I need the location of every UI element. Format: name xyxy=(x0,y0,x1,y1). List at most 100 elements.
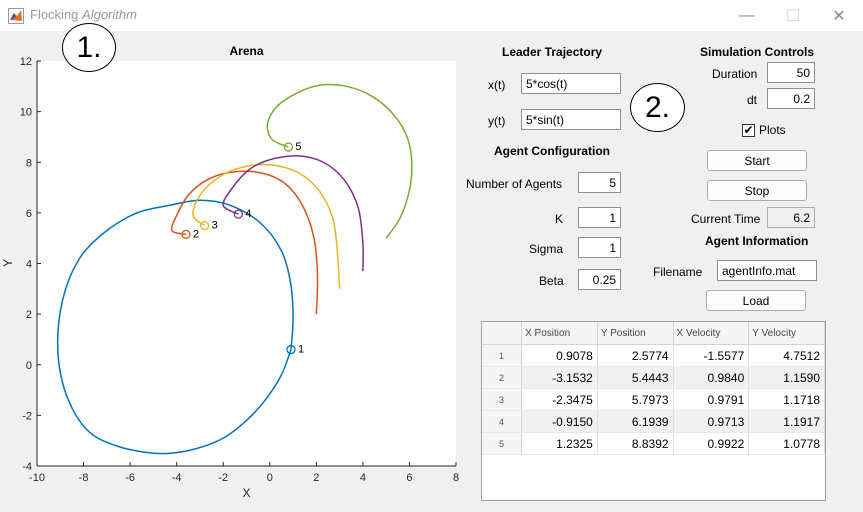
x-tick-label: -2 xyxy=(218,472,228,484)
sigma-label: Sigma xyxy=(529,242,564,256)
table-row[interactable]: 3 -2.3475 5.7973 0.9791 1.1718 xyxy=(482,388,825,411)
table-cell[interactable]: 0.9078 xyxy=(521,344,598,367)
column-header[interactable]: X Velocity xyxy=(673,322,750,345)
y-axis-label: Y xyxy=(1,259,15,267)
table-cell[interactable]: 0.9791 xyxy=(673,388,750,411)
corner-cell xyxy=(482,322,523,345)
agent-label-1: 1 xyxy=(298,344,304,356)
close-button[interactable]: ✕ xyxy=(816,0,862,31)
agent-table-grid: X Position Y Position X Velocity Y Veloc… xyxy=(482,322,825,455)
agent-marker-2 xyxy=(181,229,191,240)
y-tick-label: 0 xyxy=(26,360,32,372)
leader-trajectory-header: Leader Trajectory xyxy=(502,45,603,59)
agent-marker-5 xyxy=(283,142,294,152)
table-cell[interactable]: -0.9150 xyxy=(521,410,598,433)
column-header[interactable]: Y Velocity xyxy=(748,322,825,345)
table-cell[interactable]: 0.9840 xyxy=(673,366,750,389)
agent-label-3: 3 xyxy=(212,220,218,232)
x-tick-label: -8 xyxy=(79,472,89,484)
series-layer: 1 2 3 4 5 xyxy=(56,83,413,455)
table-cell[interactable]: 1.1718 xyxy=(748,388,825,411)
y-tick-label: -2 xyxy=(22,410,32,422)
yt-input[interactable] xyxy=(521,109,621,130)
table-cell[interactable]: 5.4443 xyxy=(597,366,674,389)
table-cell[interactable]: -3.1532 xyxy=(521,366,598,389)
table-cell[interactable]: 1.1590 xyxy=(748,366,825,389)
agent-label-5: 5 xyxy=(295,141,301,153)
close-icon: ✕ xyxy=(832,7,846,25)
table-cell[interactable]: 0.9922 xyxy=(673,432,750,455)
minimize-button[interactable]: — xyxy=(724,0,770,31)
minimize-icon: — xyxy=(739,6,755,24)
table-cell[interactable]: 0.9713 xyxy=(673,410,750,433)
table-row[interactable]: 5 1.2325 8.8392 0.9922 1.0778 xyxy=(482,432,825,455)
agent-label-2: 2 xyxy=(193,228,199,240)
maximize-button[interactable]: ☐ xyxy=(770,0,816,31)
table-row[interactable]: 4 -0.9150 6.1939 0.9713 1.1917 xyxy=(482,410,825,433)
plot-area xyxy=(37,61,456,466)
current-time-field xyxy=(767,207,815,228)
column-header[interactable]: Y Position xyxy=(597,322,674,345)
agent-table[interactable]: X Position Y Position X Velocity Y Veloc… xyxy=(481,321,826,501)
x-tick-label: 4 xyxy=(360,472,366,484)
agent-marker-1 xyxy=(286,344,296,355)
yt-label: y(t) xyxy=(488,114,506,128)
title-bar: Flocking Algorithm — ☐ ✕ xyxy=(0,0,863,31)
agent-marker-4 xyxy=(233,209,244,219)
chart-title: Arena xyxy=(229,44,263,58)
table-cell[interactable]: 2.5774 xyxy=(597,344,674,367)
y-tick-label: 4 xyxy=(26,259,32,271)
plots-label: Plots xyxy=(759,123,786,137)
beta-input[interactable] xyxy=(578,269,621,290)
simulation-controls-header: Simulation Controls xyxy=(700,45,814,59)
x-axis-label: X xyxy=(242,486,250,500)
table-cell[interactable]: 1.2325 xyxy=(521,432,598,455)
trajectory-agent-3 xyxy=(192,163,341,289)
k-label: K xyxy=(555,212,564,226)
plots-checkbox[interactable]: ✔ xyxy=(742,123,755,137)
row-number: 1 xyxy=(482,344,523,367)
table-row[interactable]: 1 0.9078 2.5774 -1.5577 4.7512 xyxy=(482,344,825,367)
window-title: Flocking Algorithm xyxy=(30,7,137,22)
x-tick-label: 6 xyxy=(406,472,412,484)
x-tick-label: 0 xyxy=(267,472,273,484)
agent-marker-3 xyxy=(199,220,210,231)
num-agents-label: Number of Agents xyxy=(466,177,563,191)
xt-input[interactable] xyxy=(521,73,621,94)
load-button[interactable]: Load xyxy=(706,290,806,311)
table-cell[interactable]: 5.7973 xyxy=(597,388,674,411)
trajectory-agent-5 xyxy=(266,83,413,239)
start-button[interactable]: Start xyxy=(707,150,807,171)
filename-input[interactable] xyxy=(717,260,817,281)
duration-input[interactable] xyxy=(767,62,815,83)
sigma-input[interactable] xyxy=(578,237,621,258)
table-cell[interactable]: 1.1917 xyxy=(748,410,825,433)
table-cell[interactable]: 1.0778 xyxy=(748,432,825,455)
k-input[interactable] xyxy=(578,207,621,228)
x-tick-label: -10 xyxy=(29,472,45,484)
table-cell[interactable]: 8.8392 xyxy=(597,432,674,455)
column-header[interactable]: X Position xyxy=(521,322,598,345)
agent-information-header: Agent Information xyxy=(705,234,809,248)
table-cell[interactable]: 6.1939 xyxy=(597,410,674,433)
trajectory-agent-1 xyxy=(56,199,294,455)
table-row[interactable]: 2 -3.1532 5.4443 0.9840 1.1590 xyxy=(482,366,825,389)
table-cell[interactable]: 4.7512 xyxy=(748,344,825,367)
y-tick-label: 6 xyxy=(26,208,32,220)
filename-label: Filename xyxy=(653,265,703,279)
beta-label: Beta xyxy=(539,274,564,288)
trajectory-agent-2 xyxy=(170,170,319,315)
trajectory-agent-4 xyxy=(222,155,364,272)
table-cell[interactable]: -2.3475 xyxy=(521,388,598,411)
dt-label: dt xyxy=(747,93,758,107)
duration-label: Duration xyxy=(712,67,758,81)
dt-input[interactable] xyxy=(767,88,815,109)
agent-label-4: 4 xyxy=(245,208,251,220)
row-number: 2 xyxy=(482,366,523,389)
num-agents-input[interactable] xyxy=(578,172,621,193)
table-cell[interactable]: -1.5577 xyxy=(673,344,750,367)
row-number: 4 xyxy=(482,410,523,433)
stop-button[interactable]: Stop xyxy=(707,180,807,201)
